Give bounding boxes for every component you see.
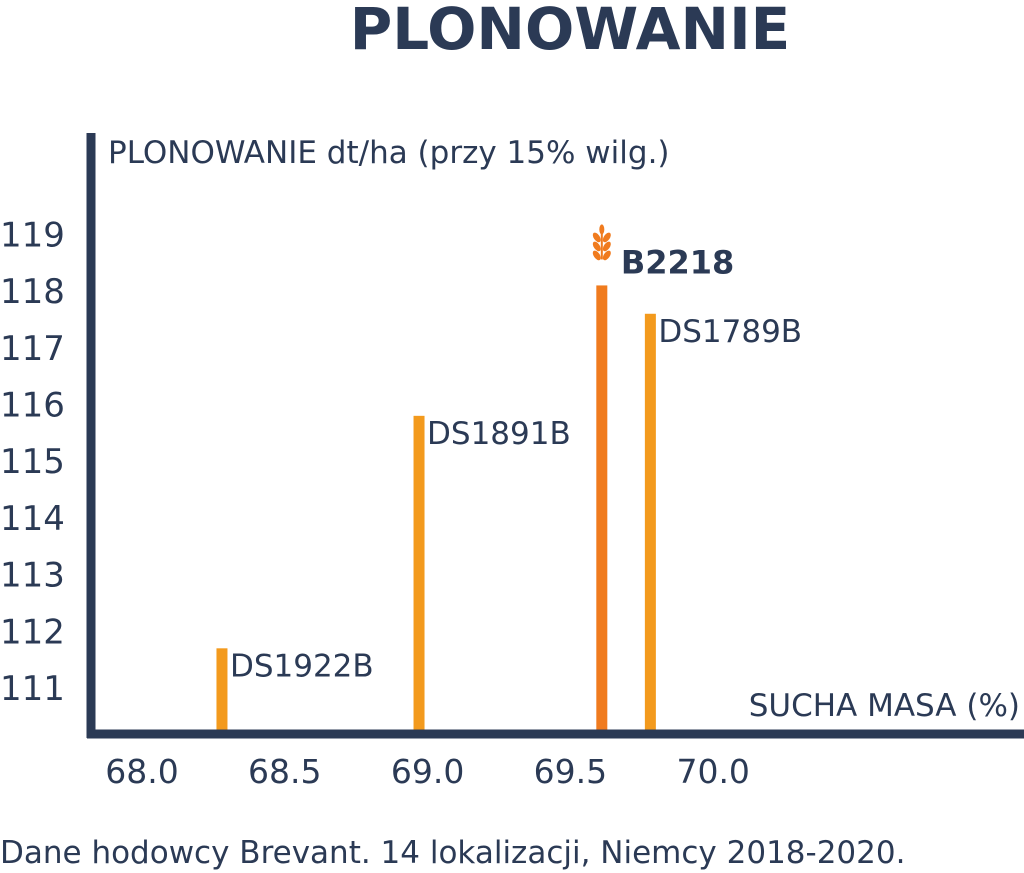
- bar-ds1789b: [644, 313, 656, 734]
- bar-b2218: [596, 285, 608, 734]
- y-tick-label: 115: [0, 442, 65, 482]
- y-axis-label: PLONOWANIE dt/ha (przy 15% wilg.): [108, 135, 670, 171]
- x-tick-label: 70.0: [676, 752, 749, 791]
- x-tick-label: 68.5: [248, 752, 321, 791]
- x-tick-label: 69.5: [534, 752, 607, 791]
- y-tick-label: 119: [0, 215, 65, 255]
- bar-ds1891b: [413, 415, 425, 734]
- y-tick-label: 116: [0, 386, 65, 426]
- footnote: Dane hodowcy Brevant. 14 lokalizacji, Ni…: [0, 835, 906, 871]
- x-tick-label: 69.0: [391, 752, 464, 791]
- data-label-ds1789b: DS1789B: [658, 314, 802, 350]
- wheat-icon: [592, 224, 611, 261]
- bar-ds1922b: [216, 648, 228, 734]
- y-tick-label: 113: [0, 556, 65, 596]
- x-tick-label: 68.0: [105, 752, 178, 791]
- x-axis-label: SUCHA MASA (%): [749, 688, 1020, 724]
- y-tick-label: 112: [0, 612, 65, 652]
- y-tick-label: 111: [0, 669, 65, 709]
- chart-title: PLONOWANIE: [349, 0, 791, 63]
- data-label-b2218: B2218: [621, 243, 734, 281]
- data-label-ds1922b: DS1922B: [230, 648, 374, 684]
- y-tick-label: 117: [0, 329, 65, 369]
- y-tick-label: 114: [0, 499, 65, 539]
- data-label-ds1891b: DS1891B: [427, 416, 571, 452]
- y-tick-label: 118: [0, 272, 65, 312]
